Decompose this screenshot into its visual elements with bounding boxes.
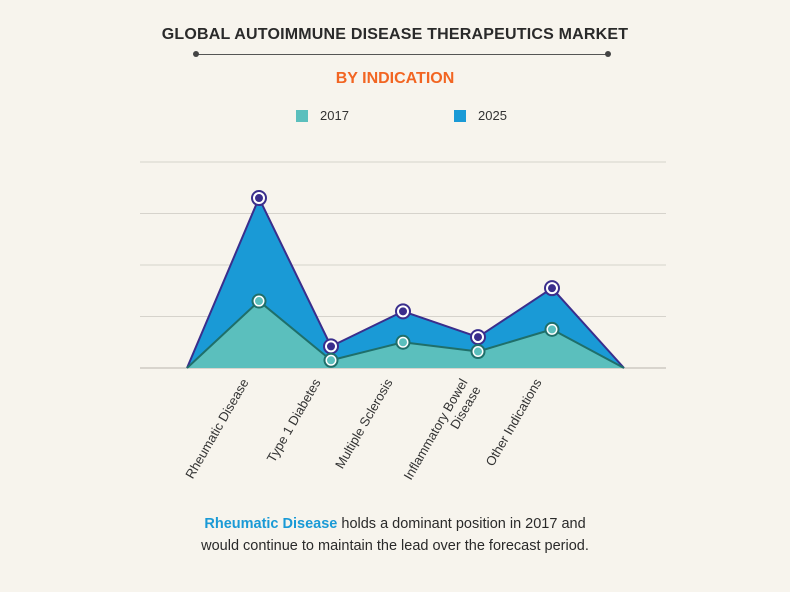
divider-dot-left bbox=[193, 51, 199, 57]
area-2025 bbox=[187, 198, 624, 368]
area-2017 bbox=[187, 301, 624, 368]
x-tick-label-group: Other Indications bbox=[482, 376, 544, 469]
caption-text: holds a dominant position in 2017 and bbox=[341, 516, 586, 532]
caption-highlight: Rheumatic Disease bbox=[204, 516, 338, 532]
divider-dot-right bbox=[605, 51, 611, 57]
point-2025-core bbox=[548, 284, 556, 293]
legend-label-2025: 2025 bbox=[478, 108, 507, 123]
title-divider bbox=[196, 54, 608, 55]
legend-item-2025: 2025 bbox=[454, 108, 507, 123]
point-2017-core bbox=[548, 325, 556, 334]
x-tick-label: Other Indications bbox=[482, 376, 544, 469]
x-tick-label: Type 1 Diabetes bbox=[264, 376, 324, 465]
point-2025-core bbox=[255, 194, 263, 203]
point-2025-core bbox=[399, 307, 407, 316]
point-2025-core bbox=[327, 342, 335, 351]
x-tick-label: Multiple Sclerosis bbox=[332, 376, 396, 472]
chart-subtitle: BY INDICATION bbox=[335, 70, 455, 87]
legend-swatch-2017 bbox=[296, 109, 308, 122]
point-2017-core bbox=[399, 338, 407, 347]
caption-line-2: would continue to maintain the lead over… bbox=[201, 538, 589, 554]
x-tick-label-group: Rheumatic Disease bbox=[182, 376, 251, 481]
point-2017-core bbox=[474, 347, 482, 356]
x-tick-label-group: Type 1 Diabetes bbox=[264, 376, 324, 465]
chart-caption: Rheumatic Disease holds a dominant posit… bbox=[0, 513, 790, 557]
x-tick-label-group: Multiple Sclerosis bbox=[332, 376, 396, 472]
legend-label-2017: 2017 bbox=[320, 108, 349, 123]
legend-swatch-2025 bbox=[454, 109, 466, 122]
point-2025-core bbox=[474, 333, 482, 342]
x-tick-label: Rheumatic Disease bbox=[182, 376, 251, 481]
chart-title: GLOBAL AUTOIMMUNE DISEASE THERAPEUTICS M… bbox=[161, 26, 629, 43]
point-2017-core bbox=[255, 297, 263, 306]
point-2017-core bbox=[327, 356, 335, 365]
legend-item-2017: 2017 bbox=[296, 108, 349, 123]
